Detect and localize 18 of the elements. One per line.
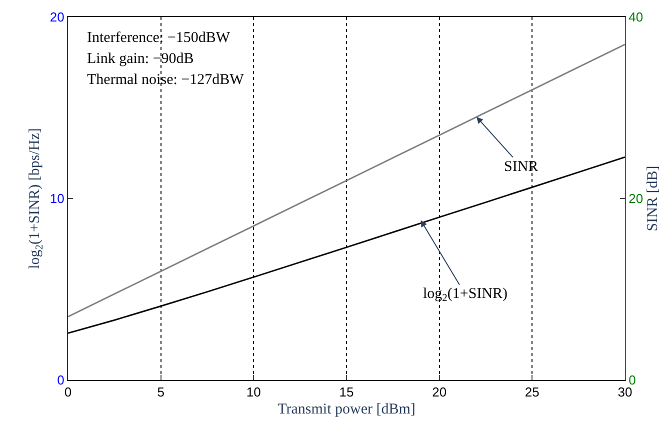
annotation: Thermal noise: −127dBW	[87, 72, 245, 88]
x-tick-label: 25	[524, 384, 540, 400]
x-tick-label: 10	[246, 384, 261, 400]
y2-axis-title: SINR [dB]	[645, 166, 662, 232]
annotation: log$_{2}$(1+SINR)	[423, 286, 508, 304]
y-tick-label: 20	[50, 10, 64, 25]
x-axis-title: Transmit power [dBm]	[278, 402, 416, 418]
annotation: Link gain: −90dB	[87, 51, 194, 67]
y2-tick-label: 40	[628, 10, 644, 25]
line-series	[68, 44, 625, 318]
y2-tick-label: 20	[628, 191, 644, 206]
y-tick-label: 0	[57, 372, 64, 388]
x-tick-label: 20	[432, 384, 447, 400]
y-tick-label: 10	[50, 191, 64, 206]
x-tick-label: 15	[339, 384, 354, 400]
x-tick-label: 5	[157, 384, 164, 400]
annotation: Interference: −150dBW	[87, 30, 231, 46]
annotation: SINR	[504, 159, 538, 175]
